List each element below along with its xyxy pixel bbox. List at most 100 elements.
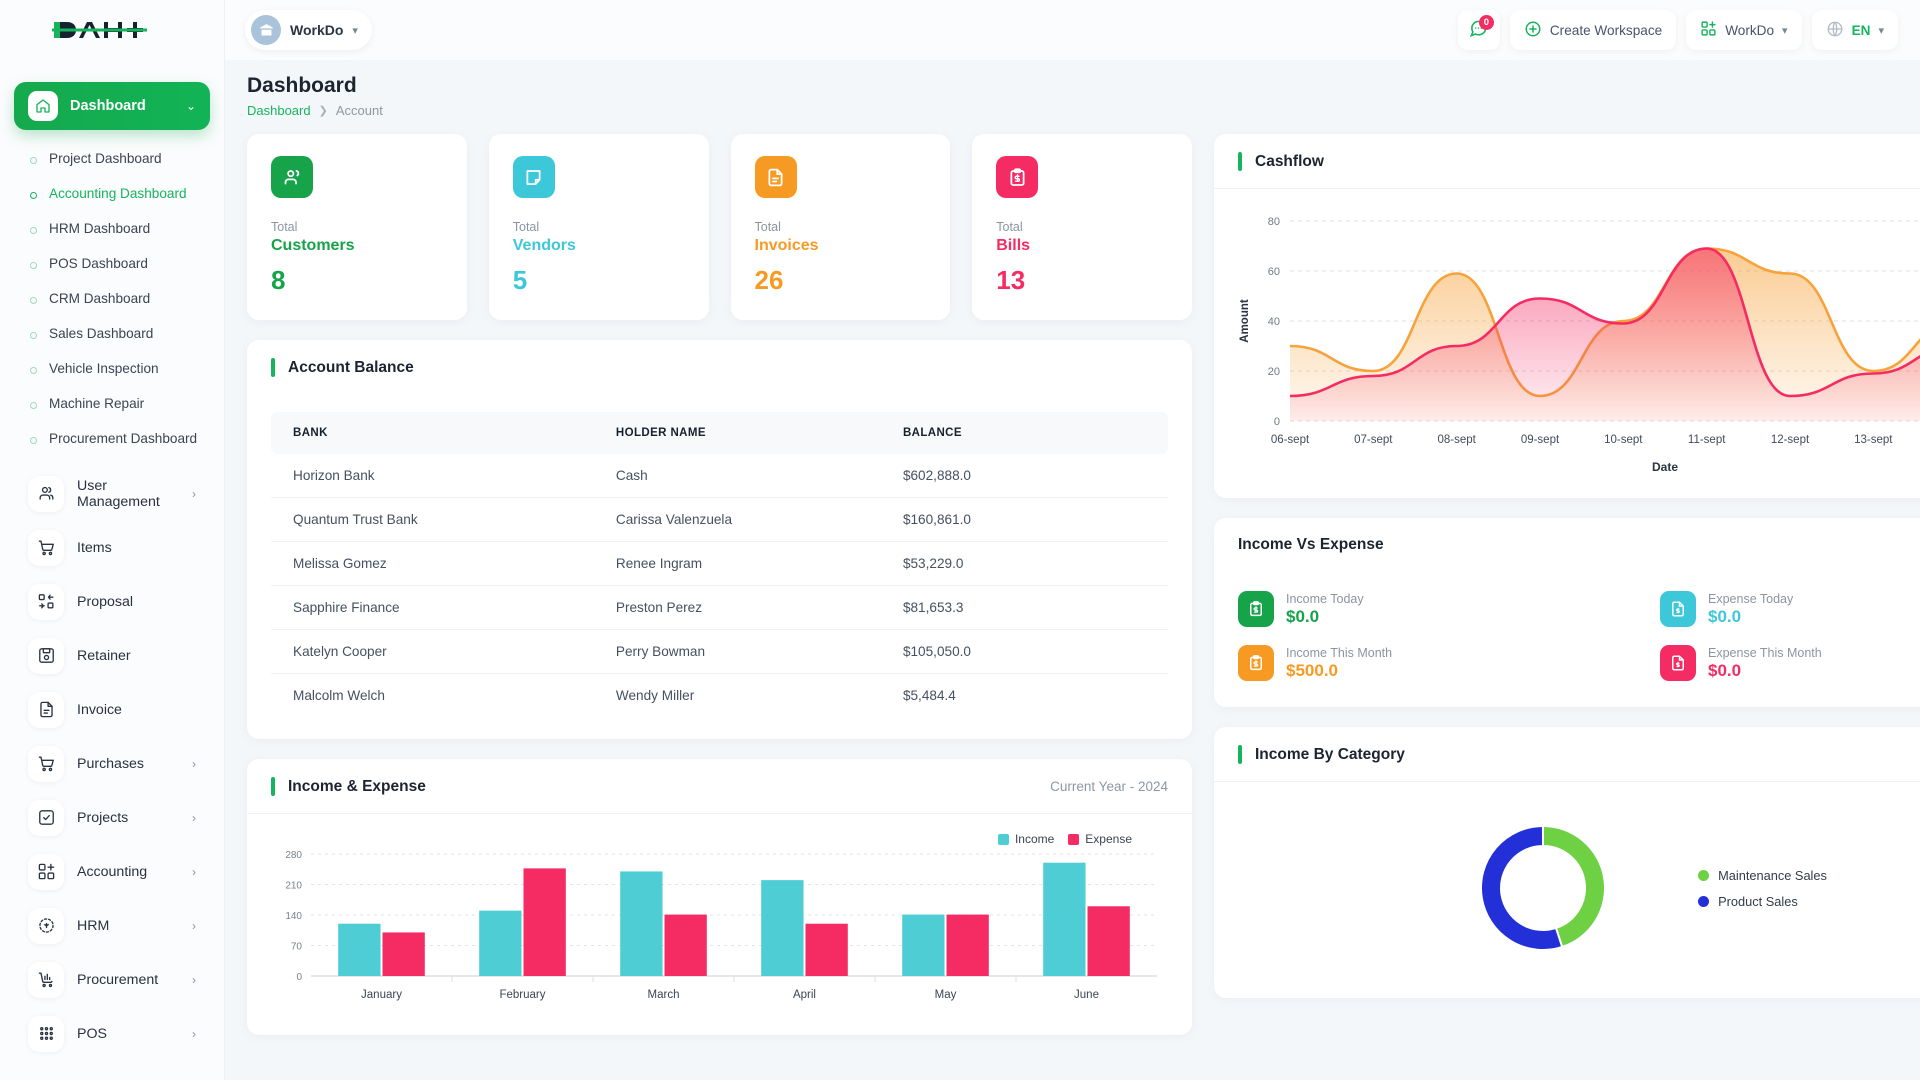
sidebar-subitem-sales-dashboard[interactable]: Sales Dashboard <box>14 317 210 352</box>
chevron-right-icon: › <box>192 864 196 879</box>
language-selector[interactable]: EN ▾ <box>1811 10 1898 50</box>
tile-income-today[interactable]: Income Today $0.0 <box>1238 591 1630 627</box>
svg-text:May: May <box>935 989 957 1001</box>
bullet-icon <box>30 226 37 234</box>
sidebar-subitem-project-dashboard[interactable]: Project Dashboard <box>14 142 210 177</box>
sidebar-subitem-vehicle-inspection[interactable]: Vehicle Inspection <box>14 352 210 387</box>
sidebar-subitem-hrm-dashboard[interactable]: HRM Dashboard <box>14 212 210 247</box>
svg-text:210: 210 <box>285 881 302 892</box>
breadcrumb: Dashboard ❯ Account <box>247 103 1898 118</box>
table-row[interactable]: Katelyn Cooper Perry Bowman $105,050.0 <box>271 629 1168 674</box>
chevron-right-icon: › <box>192 810 196 825</box>
sidebar-item-label: Items <box>77 539 112 556</box>
sidebar-nav: Dashboard ⌄ Project Dashboard Accounting … <box>0 60 224 1080</box>
cashflow-chart-container: 0 20 40 60 80 06-sept 07-sept 08-sept 09-sept 10-… <box>1214 189 1920 498</box>
sidebar-item-accounting[interactable]: Accounting › <box>14 845 210 899</box>
table-row[interactable]: Melissa Gomez Renee Ingram $53,229.0 <box>271 541 1168 586</box>
account-balance-panel: Account Balance BANK HOLDER NAME BALANCE <box>247 340 1192 739</box>
svg-text:80: 80 <box>1268 216 1280 228</box>
sidebar-item-hrm[interactable]: HRM › <box>14 899 210 953</box>
sidebar-item-procurement[interactable]: Procurement › <box>14 953 210 1007</box>
sidebar-item-items[interactable]: Items <box>14 521 210 575</box>
cell-bank: Quantum Trust Bank <box>271 497 594 542</box>
sidebar-subitem-pos-dashboard[interactable]: POS Dashboard <box>14 247 210 282</box>
donut-legend-item-product-sales[interactable]: Product Sales <box>1698 894 1827 909</box>
sidebar-item-retainer[interactable]: Retainer <box>14 629 210 683</box>
brand-logo[interactable] <box>0 0 224 60</box>
notifications-button[interactable]: 0 <box>1457 10 1500 50</box>
page-content: Dashboard Dashboard ❯ Account Total Custo… <box>225 60 1920 1080</box>
income-category-donut-chart[interactable] <box>1463 808 1623 968</box>
sidebar-subitem-machine-repair[interactable]: Machine Repair <box>14 387 210 422</box>
legend-item-expense[interactable]: Expense <box>1068 832 1132 846</box>
tile-label: Income Today <box>1286 591 1364 606</box>
sidebar-subitem-accounting-dashboard[interactable]: Accounting Dashboard <box>14 177 210 212</box>
sidebar-item-purchases[interactable]: Purchases › <box>14 737 210 791</box>
legend-label: Income <box>1014 832 1055 846</box>
sidebar-subitem-label: HRM Dashboard <box>49 220 151 236</box>
stat-card-invoices[interactable]: Total Invoices 26 <box>730 134 951 320</box>
bullet-icon <box>30 191 37 199</box>
workspace-selector[interactable]: WorkDo ▾ <box>245 10 372 50</box>
tile-value: $0.0 <box>1286 606 1320 626</box>
stat-total-label: Total <box>996 220 1023 234</box>
column-bank: BANK <box>271 412 594 454</box>
income-vs-expense-header: Income Vs Expense <box>1214 518 1920 571</box>
home-icon <box>28 91 58 121</box>
stat-card-vendors[interactable]: Total Vendors 5 <box>488 134 709 320</box>
cell-bank: Malcolm Welch <box>293 688 385 703</box>
sidebar-subitem-label: Procurement Dashboard <box>49 430 198 446</box>
sidebar-item-label: Accounting <box>77 863 148 880</box>
tile-label: Income This Month <box>1286 645 1393 660</box>
main-area: WorkDo ▾ 0 <box>225 0 1920 1080</box>
workspace-switch-label: WorkDo <box>1725 22 1775 38</box>
tile-expense-this-month[interactable]: Expense This Month $0.0 <box>1660 645 1920 681</box>
notification-badge: 0 <box>1478 15 1494 30</box>
workspace-switch-button[interactable]: WorkDo ▾ <box>1686 10 1802 50</box>
check-square-icon <box>28 799 64 836</box>
cashflow-area-chart[interactable]: 0 20 40 60 80 06-sept 07-sept 08-sept 09-sept 10-… <box>1230 199 1920 479</box>
legend-label: Maintenance Sales <box>1718 867 1827 883</box>
page-title: Dashboard <box>247 74 357 97</box>
income-expense-bar-chart[interactable]: 0 70 140 210 280 January February March April May… <box>263 846 1175 1016</box>
cell-holder: Preston Perez <box>593 585 881 630</box>
sidebar-subitem-label: POS Dashboard <box>49 255 148 271</box>
cashflow-panel: Cashflow 0 20 40 60 80 06-sept 07-sept 08-sept 0… <box>1214 134 1920 498</box>
sidebar-item-dashboard[interactable]: Dashboard ⌄ <box>14 82 210 130</box>
stat-card-bills[interactable]: Total Bills 13 <box>972 134 1192 320</box>
donut-legend-item-maintenance-sales[interactable]: Maintenance Sales <box>1698 868 1827 883</box>
cart-icon <box>28 529 64 566</box>
dots-grid-icon <box>28 1015 64 1052</box>
create-workspace-button[interactable]: Create Workspace <box>1509 10 1677 50</box>
sidebar-item-pos[interactable]: POS › <box>14 1007 210 1061</box>
sidebar-item-projects[interactable]: Projects › <box>14 791 210 845</box>
sidebar-item-proposal[interactable]: Proposal <box>14 575 210 629</box>
accent-bar <box>271 358 275 377</box>
stat-card-customers[interactable]: Total Customers 8 <box>247 134 467 320</box>
tile-expense-today[interactable]: Expense Today $0.0 <box>1660 591 1920 627</box>
table-row[interactable]: Sapphire Finance Preston Perez $81,653.3 <box>271 585 1168 630</box>
table-row[interactable]: Horizon Bank Cash $602,888.0 <box>271 454 1168 498</box>
sidebar-item-invoice[interactable]: Invoice <box>14 683 210 737</box>
svg-text:09-sept: 09-sept <box>1521 434 1560 446</box>
breadcrumb-home[interactable]: Dashboard <box>247 103 311 118</box>
tile-income-this-month[interactable]: Income This Month $500.0 <box>1238 645 1630 681</box>
tile-value: $0.0 <box>1708 606 1742 626</box>
bullet-icon <box>30 401 37 409</box>
column-holder: HOLDER NAME <box>593 412 881 454</box>
legend-item-income[interactable]: Income <box>997 832 1055 846</box>
income-by-category-panel: Income By Category Year - 2024 Maintenan… <box>1214 727 1920 998</box>
table-row[interactable]: Quantum Trust Bank Carissa Valenzuela $160… <box>271 497 1168 542</box>
svg-text:140: 140 <box>285 911 302 922</box>
sidebar-subitem-procurement-dashboard[interactable]: Procurement Dashboard <box>14 422 210 457</box>
chevron-right-icon: › <box>192 1026 196 1041</box>
sidebar-subitem-label: Project Dashboard <box>49 151 162 166</box>
cell-balance: $53,229.0 <box>880 541 1168 586</box>
sidebar-subitem-crm-dashboard[interactable]: CRM Dashboard <box>14 282 210 317</box>
sidebar-item-user-management[interactable]: User Management › <box>14 467 210 521</box>
stat-total-label: Total <box>754 220 781 234</box>
table-row[interactable]: Malcolm Welch Wendy Miller $5,484.4 <box>271 674 1168 718</box>
sidebar-item-label: User Management <box>77 477 160 510</box>
legend-dot <box>1698 869 1710 881</box>
globe-icon <box>1826 20 1844 41</box>
